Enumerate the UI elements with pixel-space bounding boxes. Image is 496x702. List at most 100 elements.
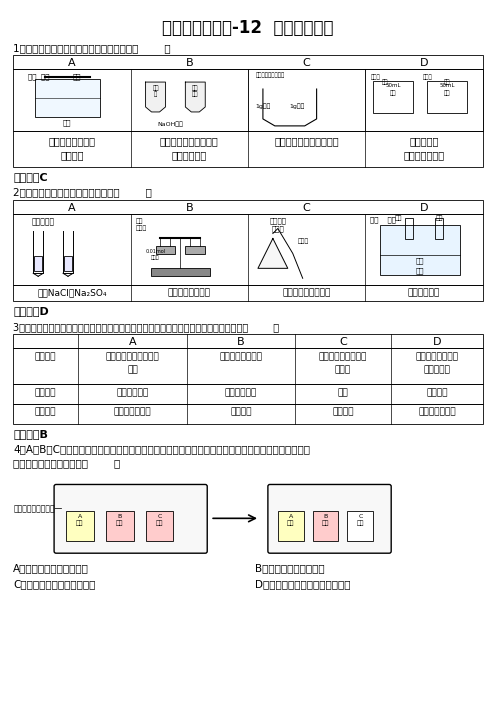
- Text: 探究大理石分解产物: 探究大理石分解产物: [283, 289, 331, 297]
- Text: 第一方案: 第一方案: [35, 388, 57, 397]
- Text: 加盐酸，看气泡: 加盐酸，看气泡: [418, 408, 456, 417]
- Text: 台秤    压秤: 台秤 压秤: [371, 216, 396, 223]
- Text: 1、实验方案的设计不能达到实验目的的是（        ）: 1、实验方案的设计不能达到实验目的的是（ ）: [13, 44, 171, 53]
- Text: C
无色: C 无色: [357, 515, 364, 526]
- Text: 相同的: 相同的: [423, 74, 433, 80]
- Text: 实验要求: 实验要求: [35, 352, 57, 361]
- Text: A
氨水: A 氨水: [287, 515, 295, 526]
- Bar: [64, 256, 72, 271]
- Text: 硝酸银溶液: 硝酸银溶液: [32, 218, 55, 227]
- Polygon shape: [258, 239, 288, 268]
- Text: 【答案】D: 【答案】D: [13, 306, 49, 316]
- Bar: [13, 55, 483, 69]
- Bar: [13, 404, 483, 424]
- Bar: [312, 511, 338, 541]
- Text: 大理石: 大理石: [298, 239, 309, 244]
- Text: C: C: [303, 203, 310, 213]
- Text: 滴加稀酸: 滴加稀酸: [332, 408, 354, 417]
- Text: 石棉
铁丝铁: 石棉 铁丝铁: [135, 218, 147, 231]
- Text: 用洗洁精洗涤: 用洗洁精洗涤: [225, 388, 257, 397]
- Text: 反应
瓶: 反应 瓶: [152, 85, 159, 97]
- Text: 冷水: 冷水: [390, 90, 396, 95]
- Bar: [186, 246, 205, 254]
- Text: 石点: 石点: [382, 79, 388, 85]
- Bar: [435, 218, 443, 239]
- Text: 热水: 热水: [443, 90, 450, 95]
- Bar: [151, 268, 210, 277]
- Text: A: A: [129, 337, 136, 347]
- Text: 用水洗涤: 用水洗涤: [230, 408, 252, 417]
- Text: 分子运动的影响: 分子运动的影响: [403, 150, 444, 160]
- Bar: [13, 348, 483, 384]
- Text: 加热: 加热: [338, 388, 348, 397]
- Bar: [427, 81, 467, 113]
- Text: 比较铁、锌的活动性顺序: 比较铁、锌的活动性顺序: [274, 136, 339, 146]
- Text: 除去二氧化碳中少量的: 除去二氧化碳中少量的: [106, 352, 160, 361]
- Text: 活动，不能得到的结论是（        ）: 活动，不能得到的结论是（ ）: [13, 458, 121, 468]
- Text: A: A: [68, 203, 76, 213]
- Text: 氧气: 氧气: [127, 365, 138, 374]
- Text: 铜片: 铜片: [394, 216, 402, 221]
- Text: 粒大小: 粒大小: [371, 74, 380, 80]
- Text: 探究燃烧条件: 探究燃烧条件: [408, 289, 440, 297]
- Text: D: D: [420, 203, 428, 213]
- Text: 清洗金属表面油污: 清洗金属表面油污: [220, 352, 262, 361]
- Bar: [373, 81, 413, 113]
- Bar: [66, 511, 94, 541]
- Text: 石点: 石点: [443, 79, 450, 85]
- Bar: [35, 79, 100, 117]
- Text: 铜片: 铜片: [73, 73, 81, 80]
- Text: D: D: [420, 58, 428, 68]
- Bar: [13, 69, 483, 131]
- Text: 内置含有
石灰水: 内置含有 石灰水: [269, 218, 286, 232]
- Text: 鉴别NaCl、Na₂SO₄: 鉴别NaCl、Na₂SO₄: [37, 289, 107, 297]
- Text: 1g铁粉: 1g铁粉: [255, 103, 270, 109]
- Bar: [13, 384, 483, 404]
- Text: 红磷  白磷: 红磷 白磷: [28, 73, 50, 80]
- Text: C．空气不能使酚酞溶液变红: C．空气不能使酚酞溶液变红: [13, 579, 96, 589]
- Text: 氢氧
化钠: 氢氧 化钠: [192, 85, 198, 97]
- Text: 【答案】B: 【答案】B: [13, 429, 48, 439]
- Bar: [13, 334, 483, 348]
- Text: 区分黄铜（铜锌合: 区分黄铜（铜锌合: [416, 352, 458, 361]
- FancyBboxPatch shape: [54, 484, 207, 553]
- Text: 通过灼热铜丝网: 通过灼热铜丝网: [114, 408, 151, 417]
- Text: 化钠溶液反应: 化钠溶液反应: [172, 150, 207, 160]
- Text: A: A: [68, 58, 76, 68]
- Text: 溶液: 溶液: [416, 258, 424, 264]
- Polygon shape: [146, 82, 166, 112]
- Bar: [347, 511, 373, 541]
- Text: D．液氨水易发挥，氨气易溶于水: D．液氨水易发挥，氨气易溶于水: [255, 579, 351, 589]
- Text: 铝箔: 铝箔: [436, 216, 443, 221]
- Text: 通过灼热铁粉: 通过灼热铁粉: [117, 388, 149, 397]
- Text: 检验石灰中是否含有: 检验石灰中是否含有: [319, 352, 367, 361]
- Text: 50mL: 50mL: [439, 83, 455, 88]
- Text: B
酚酞: B 酚酞: [116, 515, 124, 526]
- Text: 4、A、B、C三只小烧杯内分别依次盛有一定体积的浓氨水、酚酞溶液、酚酞溶液，按下图所示进行探究: 4、A、B、C三只小烧杯内分别依次盛有一定体积的浓氨水、酚酞溶液、酚酞溶液，按下…: [13, 444, 310, 455]
- Bar: [405, 218, 413, 239]
- Text: 【答案】C: 【答案】C: [13, 172, 48, 182]
- Bar: [106, 511, 133, 541]
- Text: NaOH溶液: NaOH溶液: [158, 121, 184, 126]
- Bar: [13, 285, 483, 301]
- Text: 验证白磷的着火点: 验证白磷的着火点: [49, 136, 96, 146]
- Text: 比红磷低: 比红磷低: [60, 150, 84, 160]
- Bar: [13, 213, 483, 285]
- Text: 过量等浓度的稀盐酸: 过量等浓度的稀盐酸: [256, 72, 285, 78]
- Text: 探究温度对: 探究温度对: [409, 136, 438, 146]
- Text: C: C: [339, 337, 347, 347]
- Text: 观察颜色: 观察颜色: [426, 388, 448, 397]
- Text: 0.01mol
硫酸铜: 0.01mol 硫酸铜: [145, 249, 166, 260]
- Text: 热水: 热水: [63, 119, 71, 126]
- Text: 1g锌粉: 1g锌粉: [289, 103, 305, 109]
- Text: A．氨水能使酚酞溶液变红: A．氨水能使酚酞溶液变红: [13, 563, 89, 573]
- Bar: [13, 199, 483, 213]
- Text: B
红色: B 红色: [322, 515, 329, 526]
- Bar: [13, 131, 483, 167]
- FancyBboxPatch shape: [268, 484, 391, 553]
- Text: 天原杯试题汇编-12  化学实验探究: 天原杯试题汇编-12 化学实验探究: [162, 20, 334, 37]
- Text: 金）和黄金: 金）和黄金: [424, 365, 450, 374]
- Text: 验证质量守恒定律: 验证质量守恒定律: [168, 289, 211, 297]
- Text: 干燥的空气从大烧杯—: 干燥的空气从大烧杯—: [13, 505, 62, 513]
- Text: 第二方案: 第二方案: [35, 408, 57, 417]
